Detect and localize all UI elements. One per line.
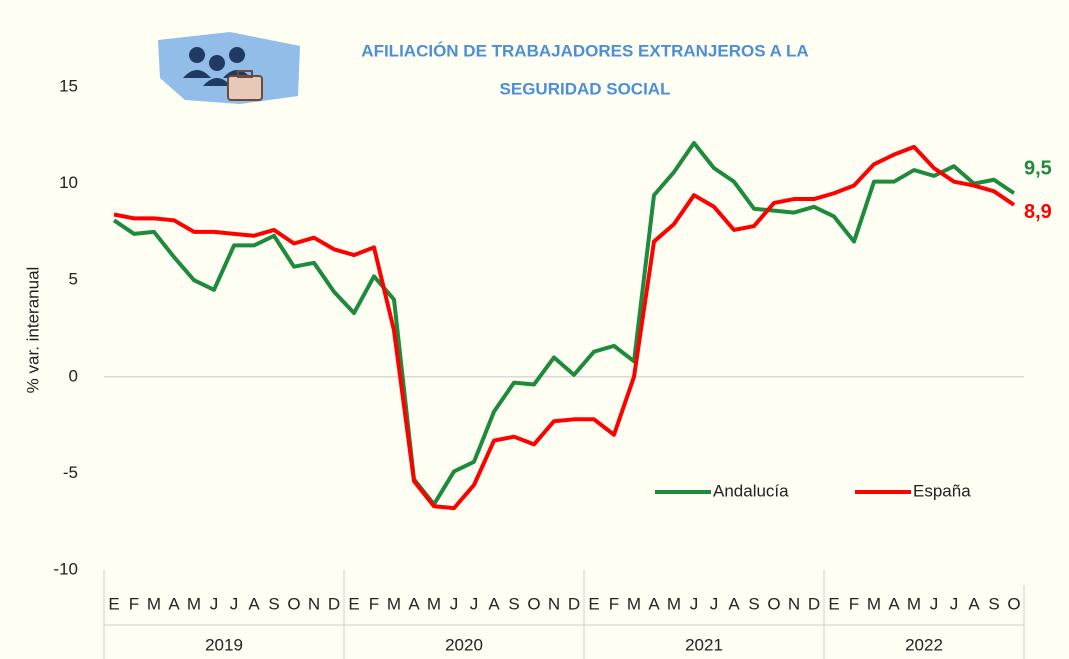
- x-tick-label: M: [187, 594, 201, 613]
- chart-title: SEGURIDAD SOCIAL: [500, 79, 671, 98]
- group-label: 2020: [445, 635, 483, 654]
- x-tick-label: F: [609, 594, 619, 613]
- x-tick-label: S: [508, 594, 519, 613]
- x-tick-label: J: [950, 594, 959, 613]
- x-tick-label: D: [808, 594, 820, 613]
- x-tick-label: E: [588, 594, 599, 613]
- x-tick-label: N: [308, 594, 320, 613]
- y-tick-label: 0: [69, 366, 78, 385]
- x-tick-label: D: [328, 594, 340, 613]
- x-tick-label: M: [427, 594, 441, 613]
- x-tick-label: A: [168, 594, 180, 613]
- x-tick-label: J: [210, 594, 219, 613]
- y-tick-label: -5: [63, 463, 78, 482]
- y-axis-label: % var. interanual: [23, 267, 42, 394]
- chart-title: AFILIACIÓN DE TRABAJADORES EXTRANJEROS A…: [361, 41, 808, 60]
- x-tick-label: M: [627, 594, 641, 613]
- x-tick-label: O: [287, 594, 300, 613]
- x-tick-label: O: [767, 594, 780, 613]
- x-tick-label: S: [748, 594, 759, 613]
- x-tick-label: S: [988, 594, 999, 613]
- x-tick-label: J: [450, 594, 459, 613]
- x-tick-label: A: [728, 594, 740, 613]
- series-line: [113, 144, 1016, 511]
- legend-label: Andalucía: [713, 481, 789, 500]
- x-tick-label: F: [369, 594, 379, 613]
- y-tick-label: 10: [59, 173, 78, 192]
- x-tick-label: A: [968, 594, 980, 613]
- series-line: [112, 141, 1016, 507]
- x-tick-label: M: [667, 594, 681, 613]
- x-tick-label: A: [488, 594, 500, 613]
- x-tick-label: A: [888, 594, 900, 613]
- x-tick-label: A: [248, 594, 260, 613]
- x-tick-label: J: [930, 594, 939, 613]
- value-label: 8,9: [1024, 201, 1052, 223]
- value-label: 9,5: [1024, 158, 1052, 180]
- group-label: 2019: [205, 635, 243, 654]
- x-tick-label: F: [129, 594, 139, 613]
- y-tick-label: 15: [59, 76, 78, 95]
- x-tick-label: M: [907, 594, 921, 613]
- x-tick-label: E: [108, 594, 119, 613]
- x-tick-label: A: [408, 594, 420, 613]
- x-tick-label: O: [1007, 594, 1020, 613]
- x-tick-label: J: [690, 594, 699, 613]
- x-tick-label: J: [470, 594, 479, 613]
- x-tick-label: N: [788, 594, 800, 613]
- legend-label: España: [913, 481, 971, 500]
- x-tick-label: M: [147, 594, 161, 613]
- x-tick-label: E: [348, 594, 359, 613]
- y-tick-label: -10: [53, 559, 78, 578]
- x-tick-label: E: [828, 594, 839, 613]
- x-tick-label: A: [648, 594, 660, 613]
- x-tick-label: J: [230, 594, 239, 613]
- x-tick-label: M: [387, 594, 401, 613]
- logo: [158, 32, 300, 104]
- x-tick-label: F: [849, 594, 859, 613]
- x-tick-label: N: [548, 594, 560, 613]
- x-tick-label: D: [568, 594, 580, 613]
- x-tick-label: J: [710, 594, 719, 613]
- y-tick-label: 5: [69, 270, 78, 289]
- x-tick-label: S: [268, 594, 279, 613]
- group-label: 2022: [905, 635, 943, 654]
- x-tick-label: M: [867, 594, 881, 613]
- group-label: 2021: [685, 635, 723, 654]
- x-tick-label: O: [527, 594, 540, 613]
